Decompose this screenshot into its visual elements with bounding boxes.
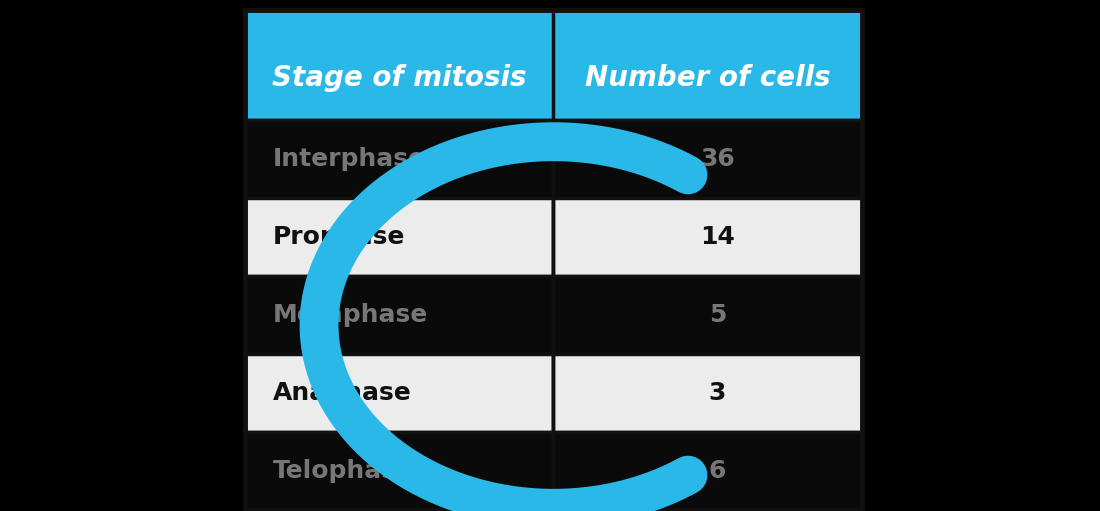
Bar (245, 432, 553, 510)
Bar (245, 276, 553, 354)
Text: Number of cells: Number of cells (585, 64, 830, 92)
Text: Interphase: Interphase (273, 147, 426, 171)
Bar (553, 432, 862, 510)
Bar (553, 276, 862, 354)
Bar (553, 198, 862, 276)
Text: Stage of mitosis: Stage of mitosis (272, 64, 526, 92)
Text: 5: 5 (708, 303, 726, 327)
Bar (245, 120, 553, 198)
Text: Prophase: Prophase (273, 225, 406, 249)
Text: 36: 36 (700, 147, 735, 171)
Text: Telophase: Telophase (273, 459, 414, 483)
Text: Metaphase: Metaphase (273, 303, 428, 327)
Bar (553, 354, 862, 432)
Text: 14: 14 (700, 225, 735, 249)
Text: Anaphase: Anaphase (273, 381, 411, 405)
Bar (245, 198, 553, 276)
Bar (245, 10, 862, 510)
Bar (553, 120, 862, 198)
Text: 3: 3 (708, 381, 726, 405)
Bar (245, 354, 553, 432)
Bar (245, 10, 862, 120)
Text: 6: 6 (708, 459, 726, 483)
